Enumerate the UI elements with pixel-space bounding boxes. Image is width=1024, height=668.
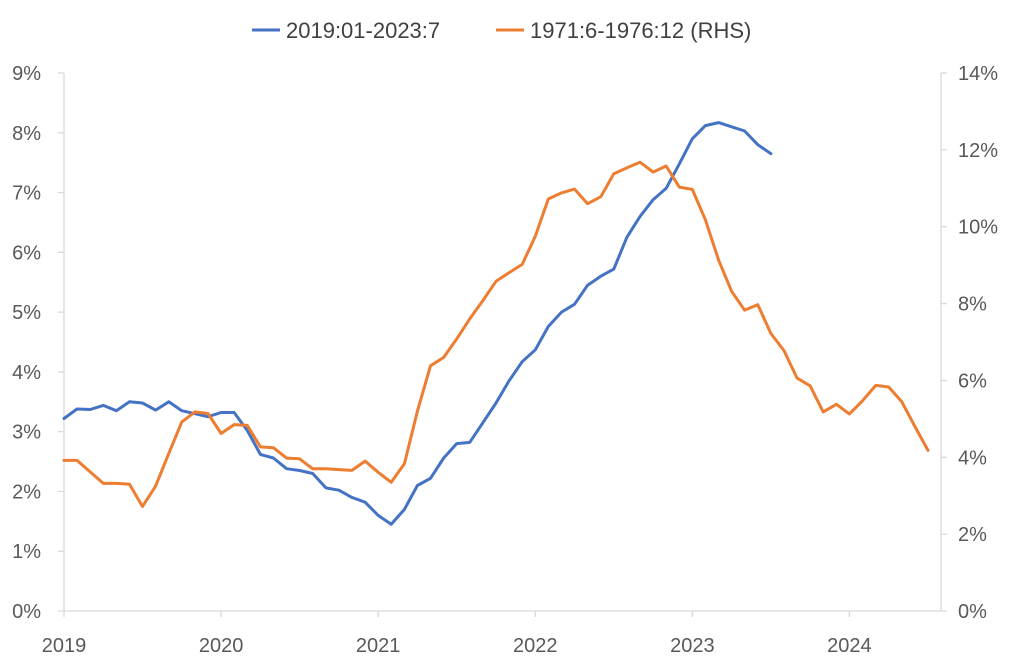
left-tick-label: 0% — [12, 601, 41, 623]
left-tick-label: 1% — [12, 541, 41, 563]
left-tick-label: 7% — [12, 183, 41, 205]
x-tick-label: 2020 — [199, 635, 244, 657]
right-tick-label: 6% — [958, 370, 987, 392]
x-tick-label: 2019 — [42, 635, 87, 657]
series-line-2 — [62, 160, 930, 508]
left-tick-label: 2% — [12, 481, 41, 503]
right-tick-label: 10% — [958, 217, 998, 239]
axes: 0% 1% 2% 3% 4% 5% 6% 7% 8% 9% 0% 2% 4% 6% 8% 10% 12% 14% 2… — [12, 63, 998, 657]
x-tick-label: 2023 — [670, 635, 715, 657]
series-lines — [62, 121, 930, 526]
series-line-1 — [62, 121, 773, 526]
right-tick-label: 0% — [958, 601, 987, 623]
legend: 2019:01-2023:7 1971:6-1976:12 (RHS) — [252, 18, 751, 43]
left-tick-label: 6% — [12, 242, 41, 264]
right-tick-label: 14% — [958, 63, 998, 85]
left-tick-label: 8% — [12, 123, 41, 145]
x-tick-label: 2024 — [827, 635, 872, 657]
left-tick-label: 5% — [12, 302, 41, 324]
left-tick-label: 3% — [12, 422, 41, 444]
right-tick-label: 8% — [958, 294, 987, 316]
x-tick-label: 2022 — [513, 635, 558, 657]
left-tick-label: 9% — [12, 63, 41, 85]
right-tick-label: 12% — [958, 140, 998, 162]
left-tick-label: 4% — [12, 362, 41, 384]
legend-label-2: 1971:6-1976:12 (RHS) — [530, 18, 751, 43]
right-tick-label: 4% — [958, 447, 987, 469]
x-tick-label: 2021 — [356, 635, 401, 657]
legend-label-1: 2019:01-2023:7 — [286, 18, 440, 43]
right-tick-label: 2% — [958, 524, 987, 546]
